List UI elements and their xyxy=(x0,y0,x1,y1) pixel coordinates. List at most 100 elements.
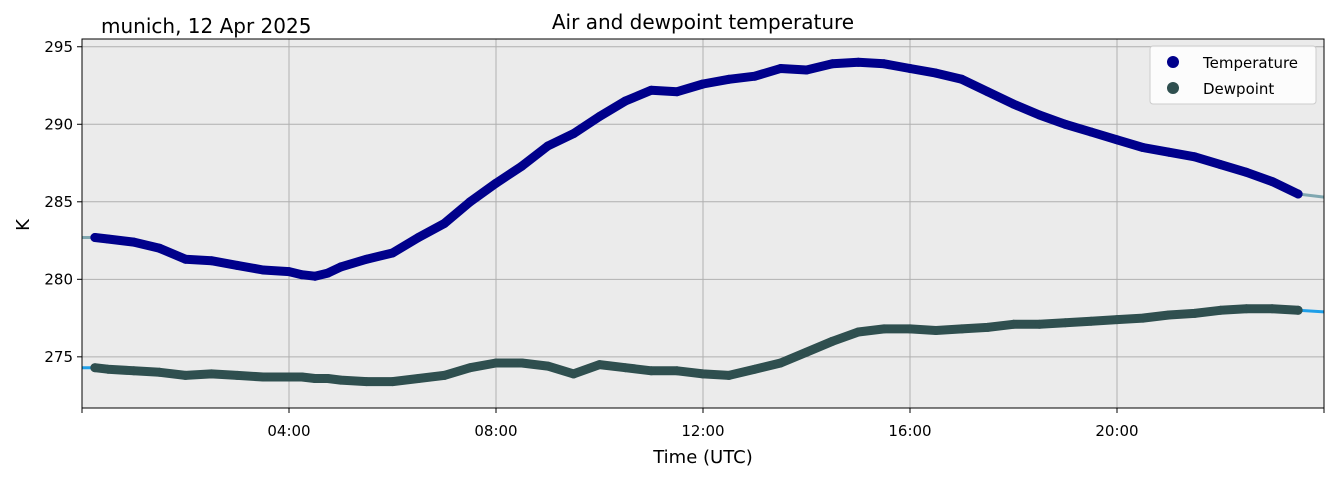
legend-label-dewpoint: Dewpoint xyxy=(1203,80,1274,98)
data-point-dewpoint xyxy=(724,370,734,380)
x-tick-label: 12:00 xyxy=(681,422,724,440)
data-point-temperature xyxy=(931,68,941,78)
data-point-temperature xyxy=(297,270,307,280)
data-point-temperature xyxy=(155,243,165,253)
data-point-dewpoint xyxy=(1241,304,1251,314)
data-point-dewpoint xyxy=(323,374,333,383)
data-point-dewpoint xyxy=(1086,316,1096,326)
data-point-temperature xyxy=(983,87,993,97)
data-point-dewpoint xyxy=(388,377,397,387)
data-point-temperature xyxy=(879,59,889,69)
data-point-dewpoint xyxy=(1060,318,1070,328)
data-point-dewpoint xyxy=(1138,313,1148,323)
data-point-temperature xyxy=(1293,189,1303,199)
data-point-temperature xyxy=(569,129,579,139)
chart-title: Air and dewpoint temperature xyxy=(552,10,854,34)
y-tick-label: 295 xyxy=(44,38,73,56)
data-point-temperature xyxy=(698,79,708,89)
data-point-dewpoint xyxy=(336,375,346,385)
data-point-temperature xyxy=(776,64,786,73)
data-point-dewpoint xyxy=(1112,315,1122,325)
data-point-temperature xyxy=(724,74,734,84)
data-point-dewpoint xyxy=(543,361,553,371)
data-point-dewpoint xyxy=(232,370,242,380)
data-point-temperature xyxy=(323,268,333,278)
data-point-temperature xyxy=(543,141,553,151)
data-point-temperature xyxy=(827,59,837,69)
data-point-dewpoint xyxy=(1009,319,1018,329)
data-point-temperature xyxy=(336,262,346,272)
data-point-dewpoint xyxy=(297,372,307,382)
data-point-temperature xyxy=(439,219,449,228)
data-point-dewpoint xyxy=(465,363,475,373)
data-point-dewpoint xyxy=(103,364,113,374)
data-point-dewpoint xyxy=(931,326,941,335)
y-axis: 275 280 285 290 295 xyxy=(44,38,82,366)
legend-label-temperature: Temperature xyxy=(1202,54,1298,72)
chart-subtitle: munich, 12 Apr 2025 xyxy=(101,14,311,38)
data-point-temperature xyxy=(284,267,294,277)
data-point-temperature xyxy=(1138,143,1148,152)
data-point-temperature xyxy=(413,233,423,242)
grid-lines xyxy=(82,39,1324,408)
data-point-dewpoint xyxy=(1216,305,1225,315)
data-point-temperature xyxy=(1086,127,1096,137)
data-point-temperature xyxy=(206,256,216,266)
data-point-temperature xyxy=(957,74,967,84)
data-point-dewpoint xyxy=(569,369,579,379)
data-point-dewpoint xyxy=(1293,305,1303,315)
data-point-temperature xyxy=(595,112,604,121)
data-point-dewpoint xyxy=(776,358,786,368)
data-point-temperature xyxy=(1190,152,1200,162)
data-point-temperature xyxy=(491,178,501,188)
data-point-dewpoint xyxy=(310,374,320,383)
x-tick-label: 08:00 xyxy=(474,422,517,440)
legend: Temperature Dewpoint xyxy=(1149,45,1317,105)
x-tick-label: 20:00 xyxy=(1095,422,1138,440)
data-point-temperature xyxy=(1241,167,1251,177)
data-point-dewpoint xyxy=(1267,304,1277,314)
y-axis-label: K xyxy=(13,218,34,231)
data-point-dewpoint xyxy=(206,369,216,379)
y-tick-label: 275 xyxy=(44,348,73,366)
data-point-dewpoint xyxy=(620,363,630,373)
y-tick-label: 285 xyxy=(44,193,73,211)
data-point-dewpoint xyxy=(905,324,915,334)
data-point-dewpoint xyxy=(698,369,708,379)
data-point-temperature xyxy=(388,248,397,258)
data-point-temperature xyxy=(750,71,760,81)
x-tick-label: 16:00 xyxy=(888,422,931,440)
data-point-dewpoint xyxy=(983,322,993,332)
data-point-temperature xyxy=(129,237,139,247)
data-point-temperature xyxy=(905,64,915,73)
data-point-dewpoint xyxy=(853,327,863,337)
data-point-dewpoint xyxy=(1164,310,1174,320)
data-point-dewpoint xyxy=(155,367,165,377)
legend-marker-dewpoint xyxy=(1167,82,1179,94)
data-point-temperature xyxy=(802,65,811,75)
data-point-dewpoint xyxy=(595,360,604,370)
data-point-dewpoint xyxy=(517,358,527,368)
data-point-temperature xyxy=(517,161,527,171)
data-point-dewpoint xyxy=(672,366,682,376)
data-point-dewpoint xyxy=(90,363,100,373)
data-point-temperature xyxy=(1034,110,1044,120)
data-point-dewpoint xyxy=(750,364,760,374)
data-point-temperature xyxy=(258,265,268,275)
data-point-dewpoint xyxy=(802,347,811,357)
data-point-dewpoint xyxy=(491,358,501,368)
data-point-temperature xyxy=(1216,160,1225,170)
data-point-dewpoint xyxy=(181,370,190,380)
data-point-temperature xyxy=(1009,99,1018,109)
x-axis: 04:00 08:00 12:00 16:00 20:00 xyxy=(81,408,1325,440)
data-point-temperature xyxy=(1060,119,1070,129)
data-point-temperature xyxy=(1164,147,1174,157)
data-point-temperature xyxy=(362,254,372,264)
x-axis-label: Time (UTC) xyxy=(652,447,753,468)
y-tick-label: 280 xyxy=(44,270,73,288)
data-point-temperature xyxy=(853,57,863,67)
legend-box xyxy=(1149,45,1317,105)
data-point-temperature xyxy=(103,234,113,244)
data-point-dewpoint xyxy=(439,370,449,380)
